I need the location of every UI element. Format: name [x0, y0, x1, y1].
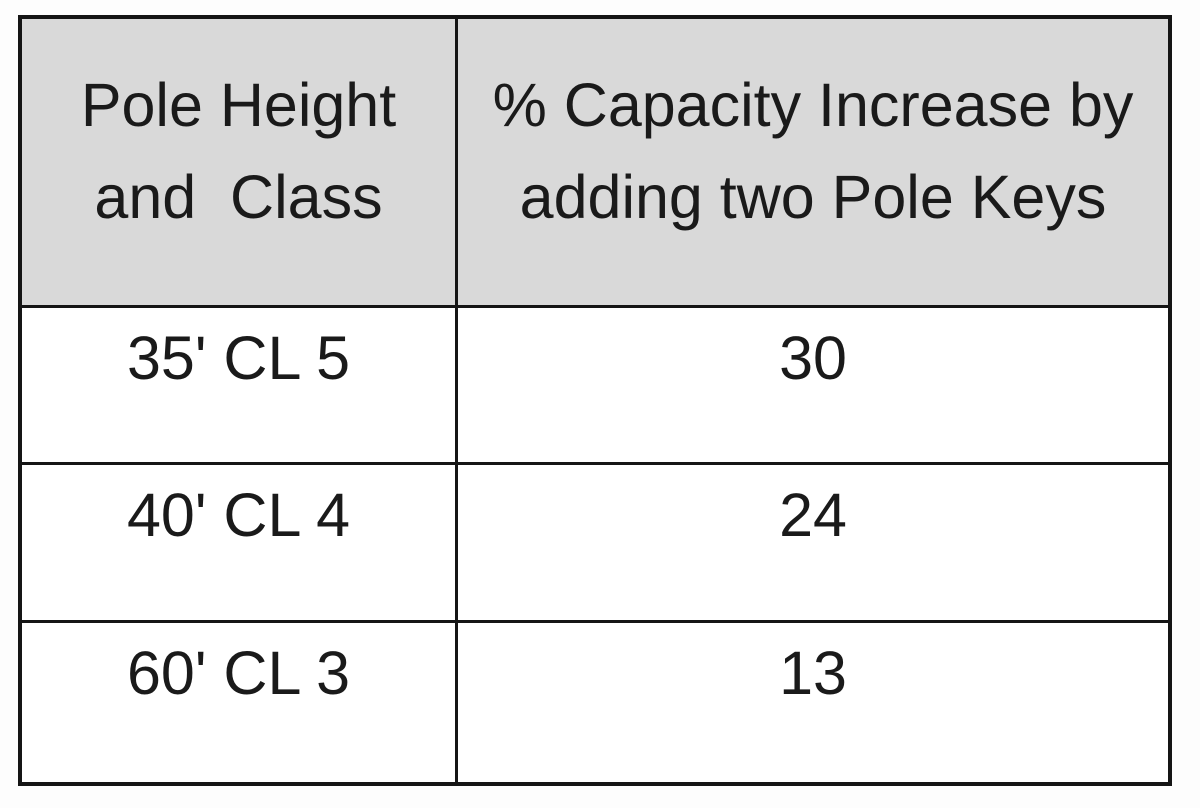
cell-pole-row2: 40' CL 4 [22, 465, 458, 623]
header-capacity-line2: adding two Pole Keys [519, 163, 1107, 231]
cell-pole-row3: 60' CL 3 [22, 623, 458, 782]
header-pole-line1: Pole Height [80, 71, 397, 139]
header-cell-capacity-increase: % Capacity Increase by adding two Pole K… [458, 19, 1168, 308]
header-cell-pole-height-class: Pole Height and Class [22, 19, 458, 308]
header-pole-line2: and Class [94, 163, 383, 231]
cell-pole-row1: 35' CL 5 [22, 308, 458, 465]
pole-capacity-table: Pole Height and Class % Capacity Increas… [18, 15, 1172, 786]
cell-increase-row3: 13 [779, 639, 847, 707]
header-capacity-line1: % Capacity Increase by [492, 71, 1134, 139]
cell-increase-row2: 24 [458, 465, 1168, 623]
cell-increase-row1: 30 [458, 308, 1168, 465]
